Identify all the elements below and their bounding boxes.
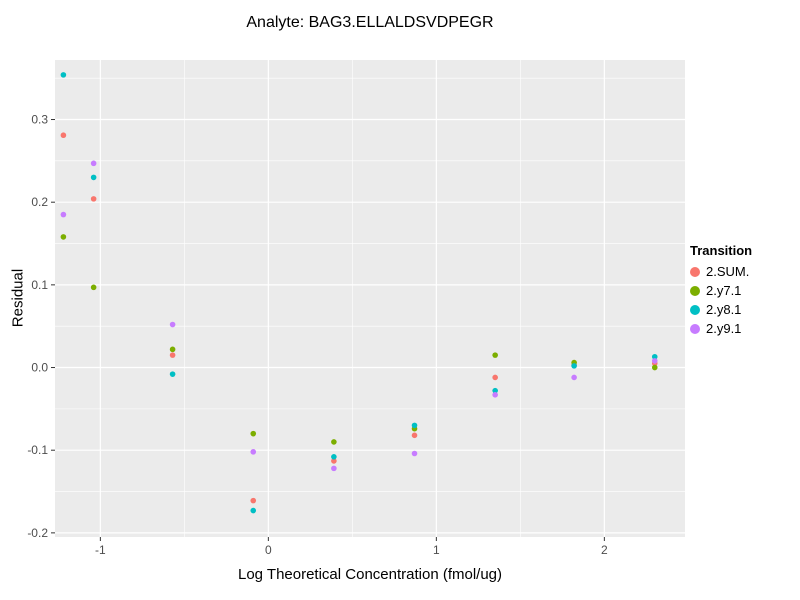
data-point-2.y8.1 — [169, 371, 176, 377]
y-tick-label: -0.1 — [27, 443, 48, 457]
data-point-2.y8.1 — [651, 353, 658, 360]
legend-item: 2.y8.1 — [690, 302, 752, 317]
data-point-2.SUM. — [250, 497, 257, 504]
x-tick-label: -1 — [95, 543, 106, 557]
legend-label: 2.y9.1 — [706, 321, 742, 336]
data-point-2.y9.1 — [250, 449, 257, 455]
y-axis-label: Residual — [9, 268, 27, 328]
data-point-2.y7.1 — [331, 439, 337, 445]
data-point-2.y8.1 — [331, 454, 337, 460]
x-tick-label: 1 — [433, 543, 440, 557]
legend-swatch-icon — [690, 304, 700, 315]
y-tick-label: 0.2 — [31, 195, 48, 209]
data-point-2.y8.1 — [250, 507, 257, 514]
data-point-2.SUM. — [169, 352, 176, 358]
data-point-2.y7.1 — [60, 234, 67, 240]
data-point-2.SUM. — [411, 432, 418, 439]
chart-title: Analyte: BAG3.ELLALDSVDPEGR — [246, 14, 494, 31]
data-point-2.y7.1 — [492, 352, 498, 358]
plot-panel — [55, 60, 685, 537]
data-point-2.SUM. — [60, 132, 67, 139]
data-point-2.y8.1 — [492, 387, 498, 394]
data-point-2.y7.1 — [250, 430, 257, 437]
x-tick-label: 2 — [601, 543, 608, 557]
data-point-2.y7.1 — [90, 284, 97, 291]
data-point-2.y7.1 — [651, 364, 658, 371]
data-point-2.y9.1 — [169, 321, 176, 328]
data-point-2.y9.1 — [492, 392, 498, 398]
data-point-2.y9.1 — [651, 358, 658, 364]
data-point-2.SUM. — [492, 374, 498, 381]
data-point-2.y8.1 — [571, 363, 577, 369]
y-tick-label: 0.3 — [31, 113, 48, 127]
legend-swatch-icon — [690, 323, 700, 334]
x-axis-label: Log Theoretical Concentration (fmol/ug) — [237, 566, 503, 583]
legend-item: 2.y9.1 — [690, 321, 752, 336]
y-tick-label: -0.2 — [27, 526, 48, 540]
data-point-2.y8.1 — [60, 72, 67, 78]
legend-title: Transition — [690, 243, 753, 258]
y-tick-label: 0.0 — [31, 361, 48, 375]
data-point-2.SUM. — [90, 196, 97, 202]
legend-label: 2.y8.1 — [706, 302, 742, 317]
data-point-2.y8.1 — [411, 422, 418, 429]
data-point-2.y9.1 — [571, 374, 577, 381]
legend: Transition 2.SUM. 2.y7.1 2.y8.1 2.y9.1 — [690, 243, 752, 340]
legend-label: 2.SUM. — [706, 264, 750, 279]
legend-swatch-icon — [690, 285, 700, 296]
legend-item: 2.y7.1 — [690, 283, 752, 298]
data-point-2.y8.1 — [90, 174, 97, 181]
data-point-2.SUM. — [331, 458, 337, 464]
data-point-2.y7.1 — [169, 346, 176, 353]
data-point-2.y9.1 — [411, 450, 418, 457]
legend-label: 2.y7.1 — [706, 283, 742, 298]
data-point-2.y9.1 — [60, 211, 67, 218]
data-point-2.y9.1 — [331, 465, 337, 472]
x-tick-label: 0 — [265, 543, 272, 557]
data-point-2.y9.1 — [90, 160, 97, 167]
legend-item: 2.SUM. — [690, 264, 752, 279]
legend-items: 2.SUM. 2.y7.1 2.y8.1 2.y9.1 — [690, 264, 752, 336]
legend-swatch-icon — [690, 266, 700, 277]
y-tick-label: 0.1 — [31, 278, 48, 292]
